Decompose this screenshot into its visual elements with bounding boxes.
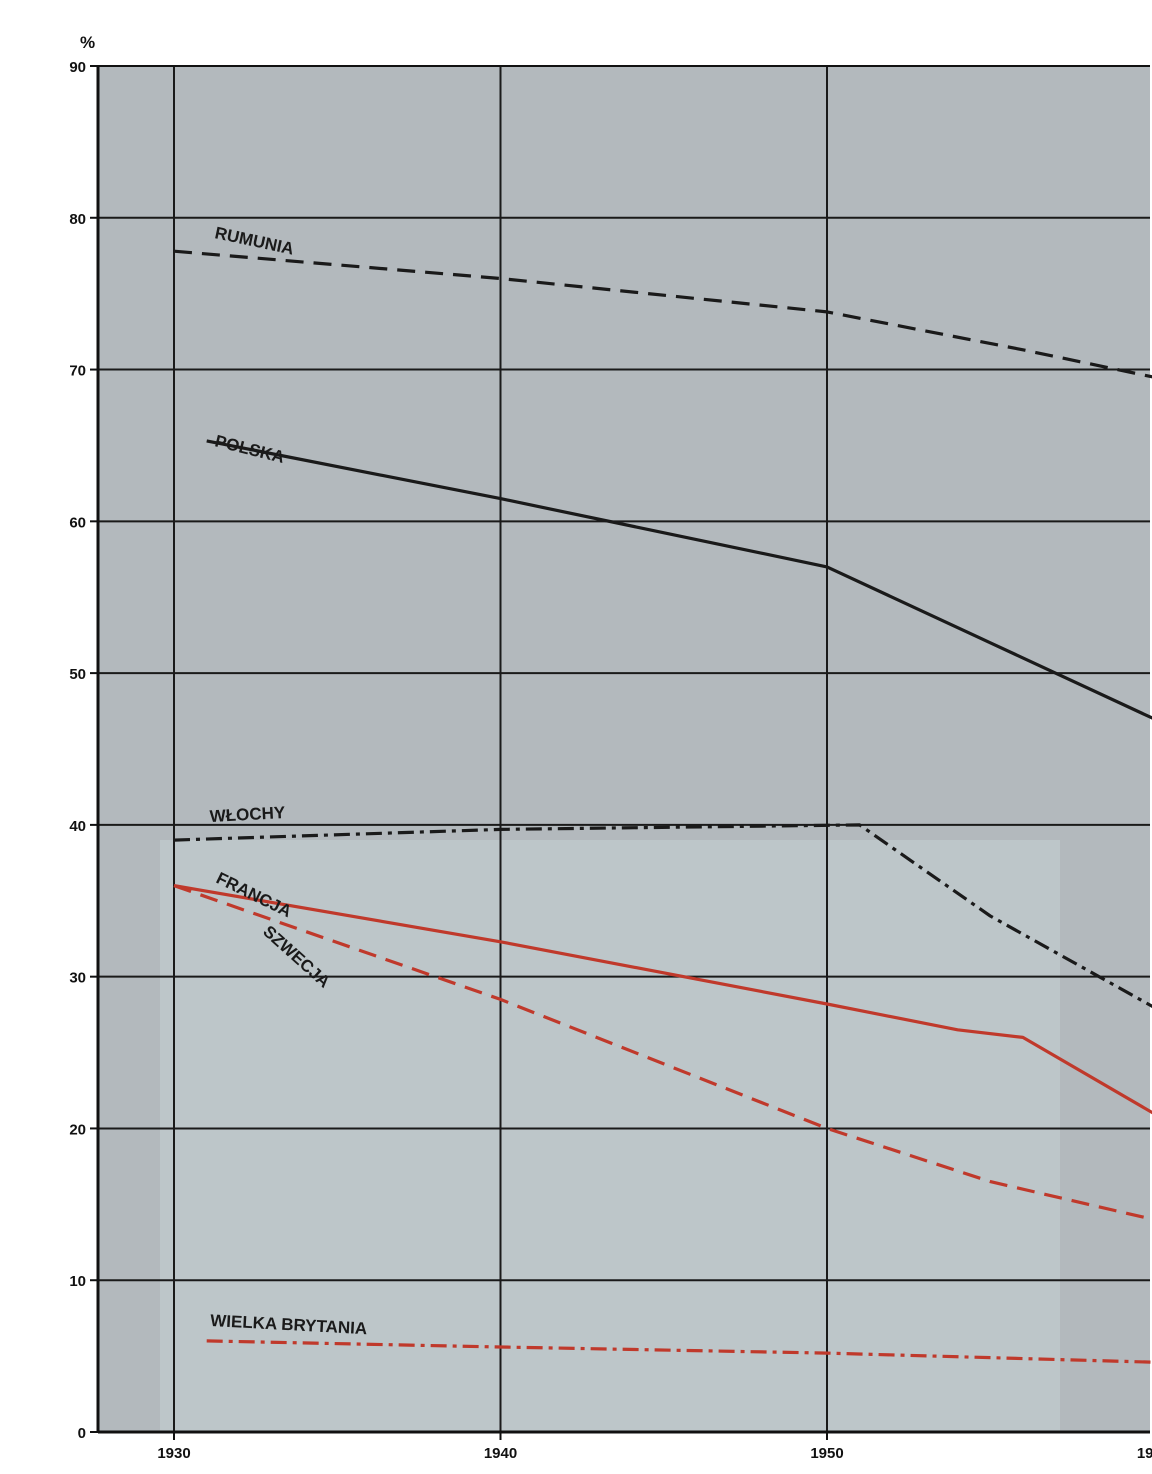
y-tick-label-40: 40 (69, 818, 86, 835)
y-tick-label-80: 80 (69, 211, 86, 228)
y-tick-label-50: 50 (69, 666, 86, 683)
x-tick-label-1960: 1960 (1137, 1445, 1152, 1462)
x-tick-label-1930: 1930 (157, 1445, 190, 1462)
x-tick-label-1940: 1940 (484, 1445, 517, 1462)
y-tick-label-20: 20 (69, 1121, 86, 1138)
x-tick-label-1950: 1950 (810, 1445, 843, 1462)
y-axis-unit-label: % (80, 33, 95, 52)
y-tick-label-0: 0 (78, 1425, 86, 1442)
series-label-w-ochy: WŁOCHY (209, 803, 286, 826)
y-tick-label-60: 60 (69, 514, 86, 531)
y-tick-label-70: 70 (69, 363, 86, 380)
y-tick-label-90: 90 (69, 59, 86, 76)
background-layer (98, 66, 1150, 1432)
y-tick-label-10: 10 (69, 1273, 86, 1290)
y-tick-label-30: 30 (69, 970, 86, 987)
